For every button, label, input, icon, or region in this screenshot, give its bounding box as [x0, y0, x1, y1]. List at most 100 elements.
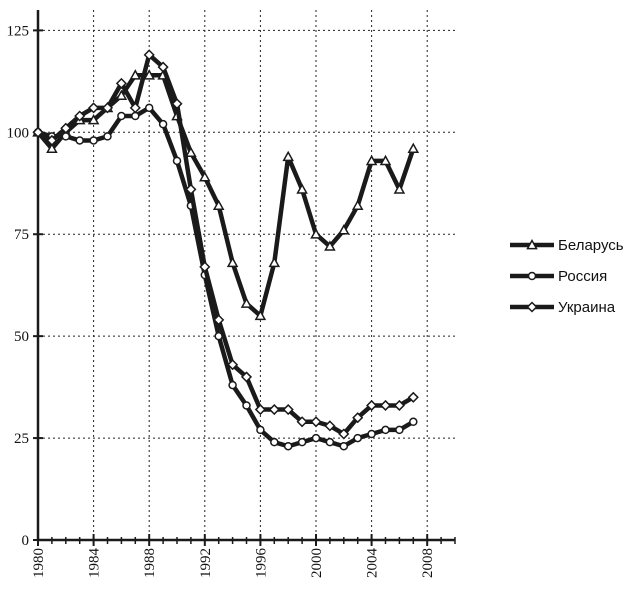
data-point-diamond — [324, 420, 336, 432]
y-tick-label: 50 — [14, 329, 29, 345]
data-point-triangle — [365, 154, 378, 166]
data-point-triangle — [46, 142, 58, 153]
data-point-triangle — [526, 238, 538, 250]
data-point-circle — [75, 136, 84, 145]
data-point-circle — [61, 132, 71, 141]
data-point-diamond — [60, 122, 72, 134]
x-tick-label: 1992 — [198, 548, 214, 578]
data-point-diamond — [366, 399, 378, 412]
data-point-diamond — [199, 261, 211, 273]
series-circle — [33, 103, 418, 451]
data-point-diamond — [526, 301, 538, 313]
x-tick-label: 2000 — [309, 548, 325, 578]
data-point-diamond — [115, 77, 127, 89]
data-point-triangle — [351, 199, 364, 211]
data-point-circle — [367, 429, 376, 439]
data-point-triangle — [129, 69, 142, 80]
data-point-diamond — [338, 428, 350, 440]
y-tick-label: 100 — [7, 125, 30, 141]
grid-lines — [38, 10, 455, 540]
data-point-circle — [172, 156, 182, 166]
data-point-circle — [353, 433, 362, 443]
data-point-circle — [89, 136, 98, 145]
axes — [36, 10, 455, 542]
data-point-circle — [409, 417, 418, 427]
data-point-diamond — [393, 399, 405, 412]
data-point-diamond — [254, 403, 266, 416]
data-point-diamond — [268, 403, 280, 416]
x-tick-label: 1988 — [142, 548, 158, 578]
data-point-diamond — [129, 102, 141, 114]
data-point-circle — [242, 401, 251, 410]
series-diamond — [32, 49, 419, 440]
data-point-triangle — [296, 183, 308, 194]
data-point-diamond — [157, 61, 169, 73]
data-point-circle — [256, 425, 265, 435]
data-point-circle — [228, 380, 237, 390]
data-point-circle — [395, 425, 404, 435]
legend-item: Россия — [510, 268, 607, 285]
x-axis-ticks: 1980 1984 1988 1992 1996 2000 2004 2008 — [31, 534, 456, 579]
data-point-triangle — [282, 150, 294, 162]
y-tick-label: 75 — [14, 227, 29, 243]
data-point-triangle — [310, 228, 322, 239]
data-point-diamond — [101, 102, 114, 114]
data-point-circle — [311, 433, 321, 443]
data-point-triangle — [268, 256, 281, 268]
data-point-diamond — [296, 416, 308, 428]
data-point-diamond — [310, 416, 322, 428]
data-point-circle — [339, 441, 349, 451]
data-point-diamond — [227, 359, 239, 371]
data-point-circle — [144, 103, 154, 113]
x-tick-label: 2004 — [365, 548, 381, 579]
series-line — [35, 72, 416, 319]
data-point-diamond — [185, 183, 197, 195]
y-tick-label: 25 — [14, 431, 29, 447]
data-point-triangle — [87, 114, 100, 125]
y-tick-label: 0 — [22, 533, 30, 549]
data-point-diamond — [379, 399, 392, 412]
data-point-circle — [158, 119, 168, 129]
data-point-circle — [297, 437, 307, 447]
legend-item: Украина — [510, 299, 616, 316]
data-point-circle — [325, 437, 335, 447]
data-point-diamond — [407, 391, 419, 403]
data-point-circle — [381, 425, 390, 435]
data-point-triangle — [379, 154, 392, 166]
x-tick-label: 1980 — [31, 548, 47, 578]
legend-label: Украина — [558, 299, 616, 316]
data-point-diamond — [32, 126, 44, 138]
data-point-circle — [131, 111, 140, 121]
series-line — [35, 52, 416, 437]
legend-label: Беларусь — [558, 237, 624, 254]
y-axis-ticks: 0 25 50 75 100 125 — [7, 23, 43, 549]
legend: Беларусь Россия Украина — [510, 237, 624, 316]
data-point-circle — [283, 441, 293, 451]
series-group — [32, 49, 420, 451]
data-point-diamond — [352, 412, 364, 424]
data-point-triangle — [407, 142, 420, 153]
data-point-circle — [270, 437, 279, 447]
x-tick-label: 1996 — [253, 548, 269, 579]
data-point-diamond — [282, 403, 294, 416]
x-tick-label: 2008 — [420, 548, 436, 578]
data-point-triangle — [212, 199, 225, 211]
legend-label: Россия — [558, 268, 607, 285]
data-point-triangle — [199, 171, 211, 182]
x-tick-label: 1984 — [87, 548, 103, 579]
y-tick-label: 125 — [7, 23, 30, 39]
data-point-triangle — [254, 309, 267, 321]
data-point-diamond — [240, 371, 253, 383]
data-point-triangle — [393, 183, 406, 194]
legend-item: Беларусь — [510, 237, 624, 254]
data-point-diamond — [143, 49, 155, 61]
data-point-diamond — [46, 134, 58, 147]
data-point-circle — [527, 271, 537, 281]
data-point-diamond — [213, 314, 225, 326]
data-point-diamond — [74, 110, 86, 122]
data-point-diamond — [171, 98, 183, 110]
data-point-triangle — [115, 89, 128, 100]
series-line — [35, 105, 416, 449]
data-point-triangle — [185, 146, 197, 158]
